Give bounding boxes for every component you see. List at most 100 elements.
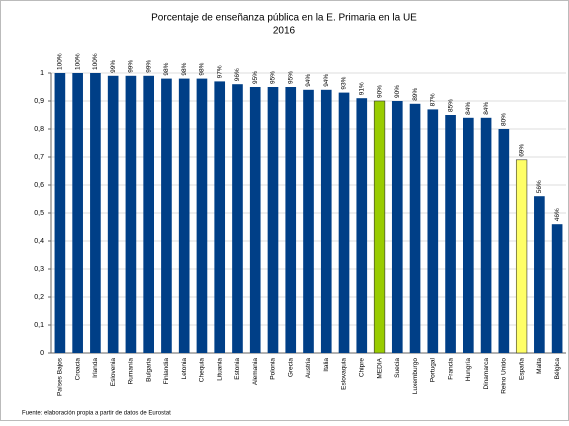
- x-tick-label: Irlanda: [92, 358, 99, 378]
- data-label: 95%: [270, 71, 277, 84]
- data-label: 91%: [358, 82, 365, 95]
- bar: [480, 117, 492, 353]
- x-tick-label: Eslovaquia: [341, 358, 348, 390]
- x-tick-label: Alemania: [252, 358, 259, 385]
- data-label: 94%: [305, 74, 312, 87]
- data-label: 90%: [394, 85, 401, 98]
- data-label: 99%: [128, 60, 135, 73]
- bar: [125, 75, 137, 354]
- y-tick-label: 0,2: [34, 294, 44, 301]
- y-tick-label: 1: [40, 70, 44, 77]
- x-tick-label: Estonia: [234, 358, 241, 380]
- x-tick-label: Malta: [536, 358, 543, 374]
- y-tick-label: 0,8: [34, 126, 44, 133]
- source-note: Fuente: elaboración propia a partir de d…: [22, 411, 171, 417]
- x-tick-label: Bulgaria: [145, 358, 152, 382]
- data-label: 93%: [341, 76, 348, 89]
- x-tick-label: Eslovenia: [110, 358, 117, 387]
- bar: [178, 78, 190, 353]
- data-label: 94%: [323, 74, 330, 87]
- bar: [498, 129, 510, 353]
- y-tick-label: 0,3: [34, 266, 44, 273]
- bar: [143, 75, 154, 354]
- bar: [338, 92, 350, 353]
- bar: [463, 117, 474, 353]
- bar: [196, 78, 208, 353]
- data-label: 96%: [234, 68, 241, 81]
- data-label: 98%: [199, 62, 206, 75]
- bar: [551, 224, 563, 353]
- data-label: 85%: [447, 99, 454, 112]
- x-tick-label: Rumanía: [128, 358, 135, 385]
- x-tick-label: Austria: [305, 358, 312, 379]
- bar: [249, 87, 261, 353]
- bar: [303, 89, 314, 354]
- x-tick-label: Francia: [447, 358, 454, 380]
- data-label: 98%: [181, 62, 188, 75]
- bar: [373, 100, 386, 354]
- x-tick-label: Italia: [323, 358, 330, 372]
- x-tick-label: Bélgica: [554, 358, 561, 380]
- data-label: 89%: [412, 88, 419, 101]
- chart-subtitle: 2016: [273, 26, 296, 37]
- bar: [356, 98, 368, 353]
- data-label: 95%: [252, 71, 259, 84]
- bar: [285, 87, 297, 353]
- bar: [107, 75, 119, 354]
- bar: [320, 89, 332, 354]
- y-tick-label: 0,6: [34, 182, 44, 189]
- bar: [267, 87, 279, 353]
- data-label: 84%: [483, 102, 490, 115]
- x-tick-label: Portugal: [430, 357, 437, 382]
- bar: [515, 159, 528, 354]
- x-tick-label: Chequia: [199, 358, 206, 383]
- x-tick-label: Hungría: [465, 358, 472, 382]
- bar: [427, 109, 439, 354]
- x-tick-label: Grecia: [287, 358, 294, 378]
- bar: [409, 103, 421, 353]
- y-tick-label: 0,5: [34, 210, 44, 217]
- bar: [54, 73, 66, 353]
- bar: [232, 84, 243, 353]
- data-label: 98%: [163, 62, 170, 75]
- data-label: 84%: [465, 102, 472, 115]
- x-tick-label: Luxemburgo: [412, 358, 419, 395]
- x-tick-label: Países Bajos: [57, 357, 64, 396]
- data-label: 97%: [216, 65, 223, 78]
- x-tick-label: Polonia: [270, 358, 277, 380]
- y-tick-label: 0,7: [34, 154, 44, 161]
- bar: [214, 81, 226, 354]
- data-label: 99%: [145, 60, 152, 73]
- bar: [445, 115, 456, 353]
- data-label: 100%: [57, 53, 64, 70]
- x-tick-label: Lituania: [216, 358, 223, 381]
- x-tick-label: Reino Unido: [501, 358, 508, 394]
- data-label: 90%: [376, 85, 383, 98]
- x-tick-label: Suecia: [394, 358, 401, 378]
- x-tick-label: Croacia: [74, 358, 81, 381]
- data-label: 80%: [501, 113, 508, 126]
- data-label: 100%: [92, 53, 99, 70]
- bar: [90, 73, 101, 353]
- data-label: 99%: [110, 60, 117, 73]
- x-tick-label: Letonia: [181, 358, 188, 380]
- data-label: 95%: [287, 71, 294, 84]
- data-label: 100%: [74, 53, 81, 70]
- chart-title: Porcentaje de enseñanza pública en la E.…: [151, 13, 417, 24]
- data-label: 69%: [518, 144, 525, 157]
- x-tick-label: Finlandia: [163, 358, 170, 385]
- x-tick-label: Dinamarca: [483, 358, 490, 390]
- x-tick-label: España: [518, 358, 525, 380]
- bar: [72, 73, 83, 353]
- y-tick-label: 0,4: [34, 238, 44, 245]
- bar: [534, 196, 545, 353]
- y-tick-label: 0,1: [34, 322, 44, 329]
- data-label: 87%: [430, 93, 437, 106]
- y-tick-label: 0: [40, 350, 44, 357]
- y-tick-label: 0,9: [34, 98, 44, 105]
- data-label: 46%: [554, 208, 561, 221]
- bar: [391, 101, 403, 353]
- bar: [161, 78, 172, 353]
- x-tick-label: Chipre: [358, 358, 365, 378]
